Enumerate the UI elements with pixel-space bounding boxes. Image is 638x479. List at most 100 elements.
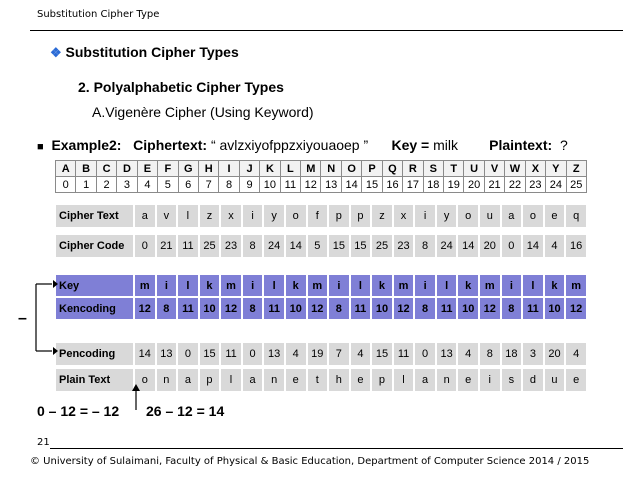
alphabet-letter-cell: A (54, 160, 77, 177)
alphabet-letter-cell: N (320, 160, 342, 177)
row-value-cell: q (564, 203, 588, 229)
alphabet-number-cell: 4 (136, 176, 159, 193)
row-value-cell: 10 (542, 296, 567, 321)
alphabet-number-cell: 16 (381, 176, 404, 193)
key-label: Key = (391, 137, 434, 153)
alphabet-number-cell: 6 (177, 176, 199, 193)
row-value-cell: a (499, 203, 524, 229)
row-value-cell: l (176, 273, 200, 298)
row-value-cell: l (434, 273, 459, 298)
row-value-cell: 0 (240, 341, 265, 367)
minus-sign: – (18, 310, 27, 327)
alphabet-letter-cell: F (157, 160, 179, 177)
plain-text-table: Plain Text o n a p l a n e t h e p l a n e i s d u e (54, 367, 588, 393)
row-value-cell: 8 (478, 341, 502, 367)
row-value-cell: n (154, 367, 179, 393)
row-label: Pencoding (54, 341, 135, 367)
row-label: Key (54, 273, 135, 298)
row-value-cell: m (564, 273, 588, 298)
alphabet-number-cell: 13 (320, 176, 342, 193)
row-value-cell: 19 (305, 341, 330, 367)
row-value-cell: i (499, 273, 524, 298)
alphabet-number-cell: 17 (402, 176, 424, 193)
row-value-cell: d (521, 367, 545, 393)
row-value-cell: e (283, 367, 308, 393)
row-value-cell: 10 (283, 296, 308, 321)
row-value-cell: 14 (283, 233, 308, 259)
row-value-cell: z (370, 203, 394, 229)
pencoding-row: Pencoding 14 13 0 15 11 0 13 4 19 7 4 15 11 0 13 4 8 18 3 20… (54, 341, 588, 367)
row-value-cell: i (478, 367, 502, 393)
alphabet-number-cell: 3 (116, 176, 138, 193)
pencoding-table: Pencoding 14 13 0 15 11 0 13 4 19 7 4 15 11 0 13 4 8 18 3 20… (54, 341, 588, 367)
row-value-cell: 15 (370, 341, 394, 367)
alphabet-number-cell: 21 (483, 176, 506, 193)
row-value-cell: i (413, 273, 437, 298)
row-value-cell: 20 (478, 233, 502, 259)
alphabet-number-cell: 10 (259, 176, 281, 193)
cipher-text-table: Cipher Text a v l z x i y o f p p z x i y o u a o e q (54, 203, 588, 229)
alphabet-letter-cell: U (463, 160, 485, 177)
row-label: Plain Text (54, 367, 135, 393)
row-value-cell: 8 (413, 296, 437, 321)
alphabet-number-cell: 23 (524, 176, 547, 193)
row-value-cell: i (240, 203, 265, 229)
row-value-cell: 21 (154, 233, 179, 259)
example-label: Example2: (51, 137, 122, 153)
alphabet-number-cell: 24 (545, 176, 567, 193)
alphabet-letter-cell: H (197, 160, 220, 177)
alphabet-letter-cell: P (361, 160, 383, 177)
plaintext-label: Plaintext: (489, 137, 553, 153)
row-value-cell: m (305, 273, 330, 298)
row-value-cell: 15 (327, 233, 351, 259)
row-value-cell: 12 (305, 296, 330, 321)
row-value-cell: 11 (176, 296, 200, 321)
row-value-cell: p (348, 203, 373, 229)
row-value-cell: p (197, 367, 222, 393)
method-heading: A.Vigenère Cipher (Using Keyword) (92, 104, 314, 120)
sub-heading: 2. Polyalphabetic Cipher Types (78, 79, 284, 95)
alphabet-letter-cell: X (524, 160, 547, 177)
row-value-cell: 0 (413, 341, 437, 367)
ciphertext-value: “ avlzxiyofppzxiyouaoep ” (210, 137, 369, 153)
row-value-cell: k (542, 273, 567, 298)
row-value-cell: a (176, 367, 200, 393)
row-value-cell: 23 (219, 233, 243, 259)
row-value-cell: y (434, 203, 459, 229)
row-value-cell: 25 (370, 233, 394, 259)
row-value-cell: 7 (327, 341, 351, 367)
row-value-cell: l (219, 367, 243, 393)
alphabet-letter-cell: O (340, 160, 363, 177)
alphabet-letter-cell: W (504, 160, 526, 177)
row-value-cell: k (370, 273, 394, 298)
row-value-cell: 0 (176, 341, 200, 367)
row-value-cell: 8 (327, 296, 351, 321)
alphabet-number-cell: 1 (75, 176, 97, 193)
alphabet-number-cell: 5 (157, 176, 179, 193)
row-value-cell: 24 (434, 233, 459, 259)
row-value-cell: m (133, 273, 157, 298)
alphabet-number-cell: 18 (422, 176, 445, 193)
alphabet-letter-cell: M (300, 160, 322, 177)
alphabet-letter-cell: Y (545, 160, 567, 177)
row-value-cell: 11 (262, 296, 286, 321)
row-value-cell: 4 (542, 233, 567, 259)
row-value-cell: u (542, 367, 567, 393)
row-value-cell: 14 (133, 341, 157, 367)
row-value-cell: k (283, 273, 308, 298)
row-value-cell: 11 (434, 296, 459, 321)
cipher-text-row: Cipher Text a v l z x i y o f p p z x i y o u a o e q (54, 203, 588, 229)
footer-text: © University of Sulaimani, Faculty of Ph… (30, 456, 590, 467)
alphabet-letter-cell: K (259, 160, 281, 177)
row-value-cell: o (456, 203, 480, 229)
alphabet-letter-cell: V (483, 160, 506, 177)
row-value-cell: 3 (521, 341, 545, 367)
row-value-cell: 8 (154, 296, 179, 321)
row-value-cell: x (219, 203, 243, 229)
row-value-cell: l (176, 203, 200, 229)
row-value-cell: 13 (434, 341, 459, 367)
cipher-code-row: Cipher Code 0 21 11 25 23 8 24 14 5 15 15 25 23 8 24 14 2… (54, 233, 588, 259)
alphabet-number-cell: 22 (504, 176, 526, 193)
key-table: Key m i l k m i l k m i l k m i l k m i l k m Kencoding 12 8 11 1… (54, 273, 588, 321)
